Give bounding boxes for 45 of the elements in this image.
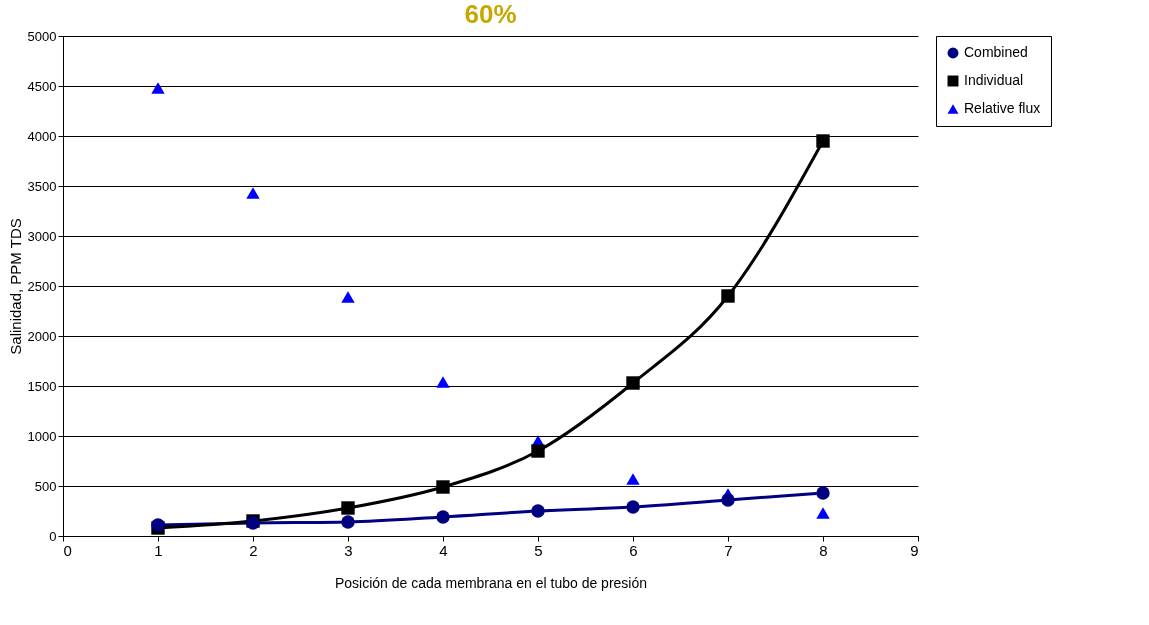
point	[436, 376, 450, 388]
x-tick-label: 3	[344, 541, 353, 559]
x-tick-label: 8	[819, 541, 828, 559]
y-tick-label: 5000	[27, 28, 57, 44]
point	[531, 504, 545, 518]
point	[436, 510, 450, 524]
x-tick-label: 4	[439, 541, 448, 559]
point	[816, 507, 830, 519]
y-axis-title: Salinidad, PPM TDS	[6, 218, 24, 355]
y-tick-label: 2500	[27, 278, 57, 294]
x-tick-label: 0	[63, 541, 72, 559]
x-tick-label: 1	[154, 541, 163, 559]
point	[721, 289, 735, 303]
point	[531, 444, 545, 458]
legend-label: Relative flux	[964, 100, 1041, 116]
y-tick-label: 4500	[27, 78, 57, 94]
y-tick-label: 2000	[27, 328, 57, 344]
point	[626, 500, 640, 514]
point	[816, 486, 830, 500]
y-tick-label: 3500	[27, 178, 57, 194]
point	[721, 493, 735, 507]
legend-label: Individual	[964, 72, 1024, 88]
x-tick-label: 5	[534, 541, 543, 559]
y-tick-label: 3000	[27, 228, 57, 244]
point	[626, 376, 640, 390]
x-axis-title: Posición de cada membrana en el tubo de presión	[334, 574, 648, 591]
x-tick-label: 9	[910, 541, 919, 559]
x-tick-label: 7	[724, 541, 733, 559]
legend-label: Combined	[964, 44, 1028, 60]
point	[341, 291, 355, 303]
point	[626, 473, 640, 485]
point	[246, 187, 260, 199]
point	[151, 82, 165, 94]
y-tick-label: 500	[34, 478, 57, 494]
y-tick-label: 1000	[27, 428, 57, 444]
chart-title: 60%	[464, 0, 517, 29]
point	[341, 501, 355, 515]
point	[341, 515, 355, 529]
y-tick-label: 0	[49, 528, 57, 544]
y-tick-label: 1500	[27, 378, 57, 394]
x-tick-label: 6	[629, 541, 638, 559]
point	[816, 134, 830, 148]
y-tick-label: 4000	[27, 128, 57, 144]
point	[436, 480, 450, 494]
x-tick-label: 2	[249, 541, 258, 559]
